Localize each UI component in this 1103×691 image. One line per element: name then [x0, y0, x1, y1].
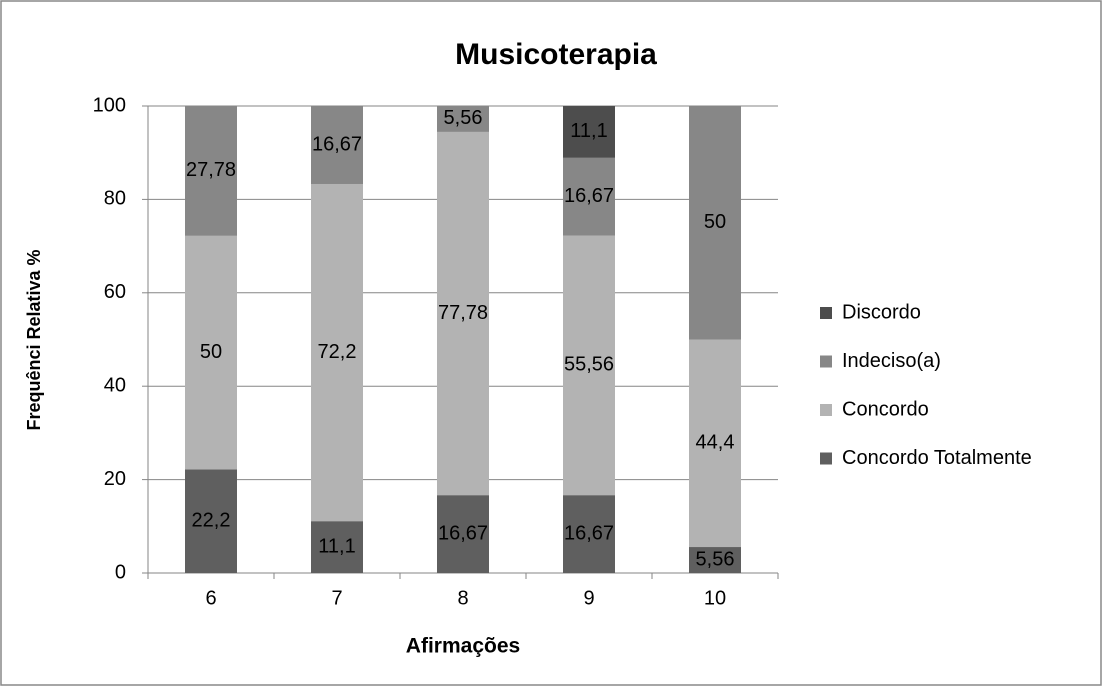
bar-segment: [311, 106, 363, 184]
y-axis-label: Frequênci Relativa %: [24, 249, 44, 430]
data-label: 72,2: [318, 341, 357, 363]
bar-segment: [437, 105, 489, 132]
x-axis-label: Afirmações: [406, 635, 520, 658]
data-label: 44,4: [696, 432, 735, 454]
data-label: 27,78: [186, 159, 236, 181]
bar-segment: [563, 495, 615, 573]
legend-swatch: [820, 307, 832, 319]
data-label: 16,67: [438, 522, 488, 544]
x-tick-label: 7: [331, 587, 342, 609]
data-label: 16,67: [312, 133, 362, 155]
legend-swatch: [820, 355, 832, 368]
bar-segment: [563, 235, 615, 496]
x-tick-label: 10: [704, 587, 726, 609]
data-label: 5,56: [444, 107, 483, 129]
bar-segment: [563, 106, 615, 158]
legend-label: Discordo: [842, 301, 921, 323]
y-tick-label: 0: [115, 561, 126, 583]
data-label: 50: [200, 341, 222, 363]
bar-segment: [311, 521, 363, 573]
bar-segment: [563, 157, 615, 236]
data-label: 55,56: [564, 354, 614, 376]
bar-segment: [185, 106, 237, 236]
bar-segment: [689, 339, 741, 548]
data-label: 5,56: [696, 548, 735, 570]
x-tick-label: 8: [457, 587, 468, 609]
bar-segment: [185, 235, 237, 470]
legend-label: Indeciso(a): [842, 350, 941, 372]
x-tick-label: 6: [205, 587, 216, 609]
data-label: 50: [704, 211, 726, 233]
bar-segment: [689, 106, 741, 340]
data-label: 11,1: [318, 535, 355, 557]
legend-swatch: [820, 452, 832, 465]
y-tick-label: 40: [104, 374, 126, 396]
data-label: 11,1: [570, 120, 607, 142]
bar-segment: [185, 469, 237, 573]
bar-segment: [311, 183, 363, 522]
bar-segment: [437, 131, 489, 496]
data-label: 22,2: [192, 509, 231, 531]
x-tick-label: 9: [583, 587, 594, 609]
data-label: 77,78: [438, 302, 488, 324]
y-tick-label: 60: [104, 281, 126, 303]
data-label: 16,67: [564, 185, 614, 207]
chart-title: Musicoterapia: [455, 38, 657, 71]
y-tick-label: 20: [104, 468, 126, 490]
y-tick-label: 80: [104, 188, 126, 210]
data-label: 16,67: [564, 522, 614, 544]
legend-label: Concordo: [842, 398, 929, 420]
bar-segment: [437, 495, 489, 573]
bar-segment: [689, 547, 741, 573]
legend-swatch: [820, 404, 832, 416]
legend-label: Concordo Totalmente: [842, 447, 1032, 469]
y-tick-label: 100: [93, 94, 126, 116]
